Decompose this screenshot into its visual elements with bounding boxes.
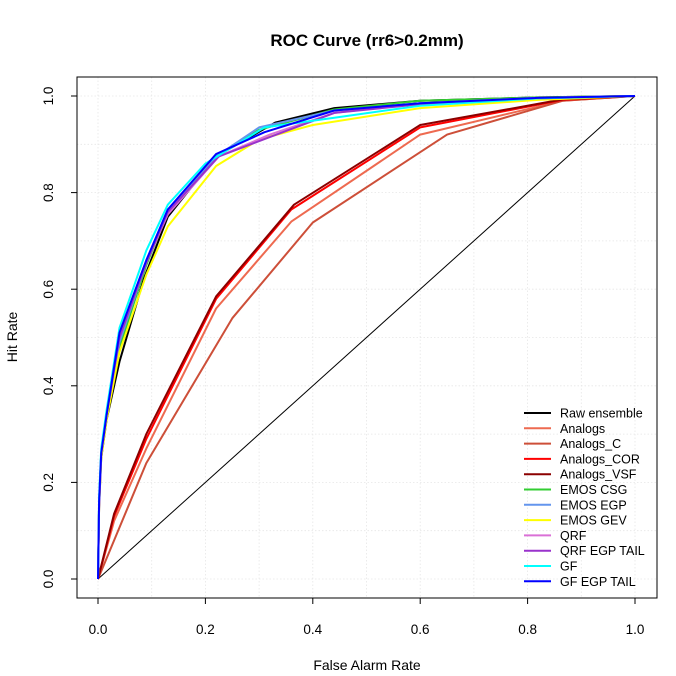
y-tick-label: 0.6 (41, 280, 56, 299)
y-axis: 0.0 0.2 0.4 0.6 0.8 1.0 (41, 87, 77, 589)
legend-label: Analogs (560, 422, 605, 436)
diagonal-line (97, 95, 636, 580)
plot-frame (76, 76, 658, 599)
x-tick-label: 0.8 (518, 622, 537, 637)
y-tick-label: 1.0 (41, 87, 56, 106)
legend-label: Analogs_VSF (560, 468, 637, 482)
legend-label: GF (560, 560, 578, 574)
legend-label: EMOS EGP (560, 498, 627, 512)
legend-label: EMOS GEV (560, 514, 627, 528)
legend-label: Analogs_C (560, 437, 621, 451)
legend-label: QRF EGP TAIL (560, 544, 645, 558)
x-tick-label: 0.4 (303, 622, 322, 637)
legend-label: QRF (560, 529, 587, 543)
series-line-gf-egp-tail (97, 95, 636, 580)
chart-title: ROC Curve (rr6>0.2mm) (270, 31, 463, 50)
legend-label: Raw ensemble (560, 407, 643, 421)
y-tick-label: 0.4 (41, 376, 56, 395)
y-tick-label: 0.2 (41, 473, 56, 492)
x-axis: 0.0 0.2 0.4 0.6 0.8 1.0 (89, 598, 645, 637)
reference-diagonal (97, 95, 636, 580)
series-line-analogs (97, 95, 636, 580)
y-tick-label: 0.8 (41, 183, 56, 202)
x-axis-label: False Alarm Rate (313, 657, 421, 673)
legend-label: Analogs_COR (560, 452, 640, 466)
y-tick-label: 0.0 (41, 570, 56, 589)
x-tick-label: 1.0 (626, 622, 645, 637)
series-lines (97, 95, 636, 580)
x-tick-label: 0.2 (196, 622, 215, 637)
y-axis-label: Hit Rate (4, 312, 20, 363)
legend-label: GF EGP TAIL (560, 575, 636, 589)
x-tick-label: 0.0 (89, 622, 108, 637)
series-line-analogs-vsf (97, 95, 636, 580)
x-tick-label: 0.6 (411, 622, 430, 637)
legend-label: EMOS CSG (560, 483, 627, 497)
